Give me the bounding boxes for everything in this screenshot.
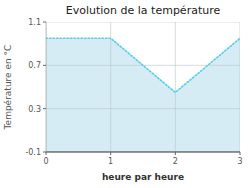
x-tick-label: 2	[173, 157, 178, 166]
grid-line	[175, 22, 176, 152]
y-axis-label: Température en °C	[3, 45, 13, 131]
plot-area	[46, 22, 240, 152]
y-tick-label: 1.1	[28, 18, 41, 27]
title: Evolution de la température	[66, 4, 221, 17]
grid-line	[240, 22, 241, 152]
line	[46, 38, 240, 92]
grid-line	[46, 152, 240, 153]
x-axis-label: heure par heure	[102, 172, 184, 182]
y-tick	[43, 108, 46, 109]
y-tick-label: 0.7	[28, 61, 41, 70]
grid-line	[46, 22, 240, 23]
x-tick	[240, 152, 241, 155]
grid-line	[46, 22, 47, 152]
x-tick	[110, 152, 111, 155]
plot-background	[46, 22, 240, 152]
grid-line	[46, 108, 240, 109]
grid-line	[110, 22, 111, 152]
chart: 0 1 2 3 -0.1 0.3 0.7 1.1 Evolution de la tempéra…	[0, 0, 250, 188]
x-tick-label: 3	[237, 157, 242, 166]
x-axis-line	[46, 152, 240, 153]
y-tick	[43, 65, 46, 66]
x-tick-label: 1	[108, 157, 113, 166]
y-tick-label: -0.1	[25, 148, 41, 157]
area-above	[46, 22, 240, 92]
y-axis-line	[46, 22, 47, 152]
x-tick	[175, 152, 176, 155]
y-tick	[43, 152, 46, 153]
x-tick-label: 0	[43, 157, 48, 166]
y-tick-label: 0.3	[28, 105, 41, 114]
y-tick	[43, 22, 46, 23]
